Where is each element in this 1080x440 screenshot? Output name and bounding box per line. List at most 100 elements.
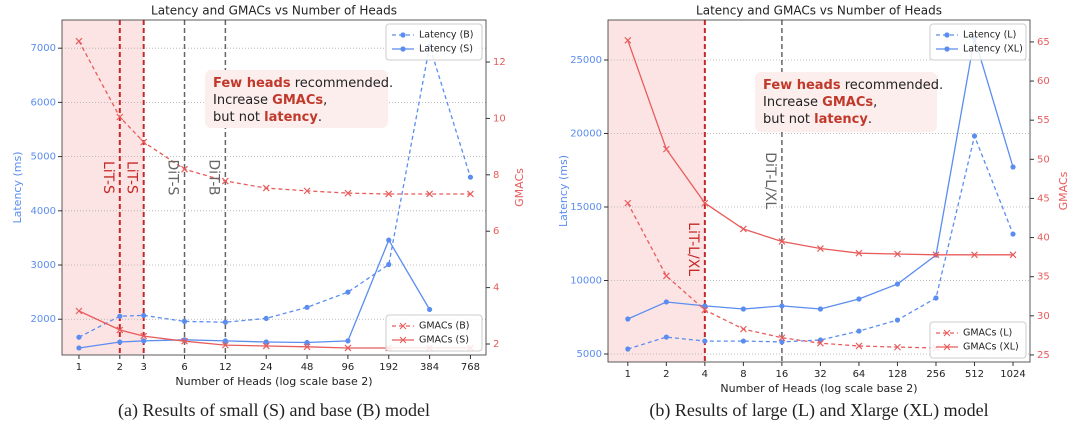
legend-box [385, 314, 483, 352]
series-line [627, 133, 1014, 350]
annotation-box [205, 70, 388, 128]
marker [117, 313, 123, 319]
marker [894, 250, 901, 258]
annotation-text: recommended. [841, 78, 944, 93]
annotation-text: recommended. [291, 76, 394, 91]
marker [386, 237, 392, 243]
reference-label: LiT-S [100, 161, 116, 194]
caption: (a) Results of small (S) and base (B) mo… [118, 400, 430, 421]
y-axis-label: Latency (ms) [11, 151, 24, 223]
y2-tick-label: 55 [1037, 115, 1050, 126]
annotation-text: . [318, 110, 322, 125]
marker [971, 251, 978, 259]
y-tick-label: 25000 [570, 55, 602, 66]
marker [856, 328, 862, 334]
x-tick-label: 48 [301, 362, 314, 373]
marker [778, 238, 786, 245]
annotation-line: but not latency. [763, 112, 872, 127]
marker [385, 190, 393, 198]
y2-tick-label: 25 [1037, 350, 1050, 361]
annotation-line: but not latency. [213, 110, 322, 125]
reference-label: LiT-L/XL [685, 222, 701, 276]
annotation-text: latency [814, 112, 868, 127]
marker [262, 342, 270, 350]
marker [625, 316, 631, 322]
x-tick-label: 3 [141, 362, 147, 373]
x-tick-label: 8 [740, 369, 746, 380]
marker [894, 281, 901, 287]
legend-box [929, 321, 1027, 359]
series-line [627, 202, 937, 349]
marker [427, 306, 433, 313]
legend-label: GMACs (L) [963, 328, 1012, 339]
chart-title: Latency and GMACs vs Number of Heads [151, 4, 397, 18]
marker [181, 165, 188, 173]
annotation-text: GMACs [272, 93, 323, 108]
y-tick-label: 5000 [577, 349, 602, 360]
marker [221, 177, 229, 185]
legend-marker [400, 32, 406, 38]
x-tick-label: 512 [965, 369, 984, 380]
x-tick-label: 192 [379, 362, 398, 373]
x-axis-label: Number of Heads (log scale base 2) [175, 375, 372, 388]
legend-label: Latency (B) [419, 30, 474, 41]
marker [221, 341, 229, 349]
annotation-text: GMACs [822, 95, 873, 110]
y-axis-label: Latency (ms) [557, 155, 570, 227]
legend-box [385, 23, 483, 61]
marker [1010, 164, 1016, 170]
legend-marker [944, 46, 950, 52]
marker [663, 299, 669, 305]
annotation-text: , [873, 95, 877, 110]
annotation-text: Increase [213, 93, 272, 108]
legend-marker [943, 329, 951, 337]
y2-tick-label: 8 [493, 170, 499, 181]
marker [702, 338, 708, 344]
annotation-text: Increase [763, 95, 822, 110]
marker [778, 334, 786, 342]
y2-tick-label: 40 [1037, 233, 1050, 244]
marker [426, 190, 434, 198]
marker [386, 261, 392, 268]
y2-tick-label: 4 [493, 283, 499, 294]
marker [856, 296, 862, 302]
legend-box [929, 23, 1027, 61]
marker [141, 338, 147, 344]
annotation-line: Few heads recommended. [213, 76, 393, 91]
y-tick-label: 2000 [31, 314, 56, 325]
legend-marker [944, 32, 950, 38]
y-tick-label: 15000 [570, 202, 602, 213]
marker [816, 245, 824, 252]
x-tick-label: 4 [702, 369, 708, 380]
x-tick-label: 24 [260, 362, 273, 373]
marker [116, 113, 124, 121]
marker [344, 189, 352, 197]
marker [263, 315, 269, 322]
x-tick-label: 1024 [1000, 369, 1025, 380]
marker [467, 174, 474, 180]
y2-tick-label: 50 [1037, 154, 1050, 165]
marker [855, 249, 863, 257]
annotation-text: but not [763, 112, 814, 127]
marker [663, 334, 669, 340]
annotation-line: Increase GMACs, [763, 95, 877, 110]
y2-tick-label: 12 [493, 57, 506, 68]
caption: (b) Results of large (L) and Xlarge (XL)… [649, 400, 988, 421]
marker [701, 199, 709, 207]
marker [344, 344, 352, 352]
legend-label: GMACs (B) [419, 321, 469, 332]
y-tick-label: 6000 [31, 97, 56, 108]
marker [345, 338, 351, 344]
y2-tick-label: 6 [493, 226, 499, 237]
y-tick-label: 7000 [31, 43, 56, 54]
y2-axis-label: GMACs [513, 168, 526, 207]
y2-tick-label: 10 [493, 113, 506, 124]
x-tick-label: 64 [853, 369, 866, 380]
marker [117, 339, 123, 345]
marker [140, 138, 148, 146]
annotation-text: Few heads [763, 78, 841, 93]
reference-label: DiT-B [205, 159, 221, 195]
series-line [78, 238, 431, 349]
marker [739, 225, 747, 233]
y2-tick-label: 2 [493, 339, 499, 350]
